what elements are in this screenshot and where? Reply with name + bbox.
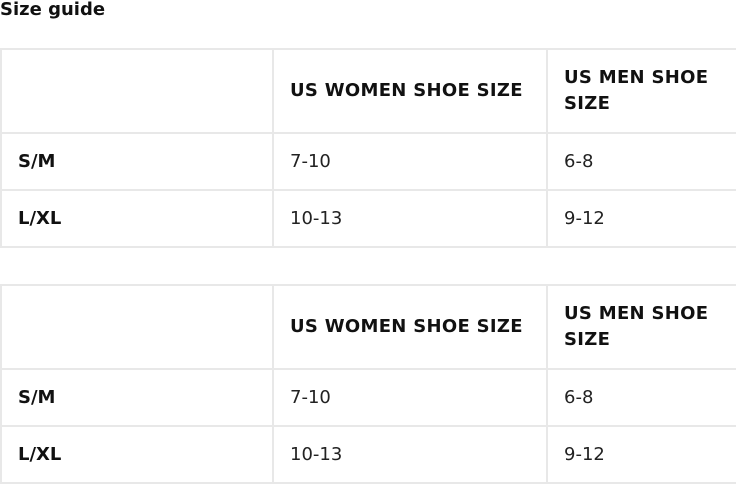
- table-header-row: US WOMEN SHOE SIZE US MEN SHOE SIZE: [0, 284, 736, 370]
- table-cell: 6-8: [546, 368, 736, 427]
- table-cell: 7-10: [272, 368, 548, 427]
- table-cell: 10-13: [272, 425, 548, 484]
- table-cell: 9-12: [546, 189, 736, 248]
- header-cell: US MEN SHOE SIZE: [546, 284, 736, 370]
- table-cell: 6-8: [546, 132, 736, 191]
- row-label: S/M: [0, 132, 274, 191]
- table-cell: 10-13: [272, 189, 548, 248]
- row-label: S/M: [0, 368, 274, 427]
- table-cell: 7-10: [272, 132, 548, 191]
- table-header-row: US WOMEN SHOE SIZE US MEN SHOE SIZE: [0, 48, 736, 134]
- row-label: L/XL: [0, 425, 274, 484]
- header-cell: US WOMEN SHOE SIZE: [272, 284, 548, 370]
- table-cell: 9-12: [546, 425, 736, 484]
- row-label: L/XL: [0, 189, 274, 248]
- header-cell: US WOMEN SHOE SIZE: [272, 48, 548, 134]
- size-table-1: US WOMEN SHOE SIZE US MEN SHOE SIZE S/M …: [0, 48, 736, 248]
- table-row: L/XL 10-13 9-12: [0, 189, 736, 248]
- table-row: S/M 7-10 6-8: [0, 368, 736, 427]
- table-row: L/XL 10-13 9-12: [0, 425, 736, 484]
- table-row: S/M 7-10 6-8: [0, 132, 736, 191]
- header-cell: [0, 284, 274, 370]
- page-title: Size guide: [0, 0, 106, 20]
- header-cell: [0, 48, 274, 134]
- header-cell: US MEN SHOE SIZE: [546, 48, 736, 134]
- size-table-2: US WOMEN SHOE SIZE US MEN SHOE SIZE S/M …: [0, 284, 736, 484]
